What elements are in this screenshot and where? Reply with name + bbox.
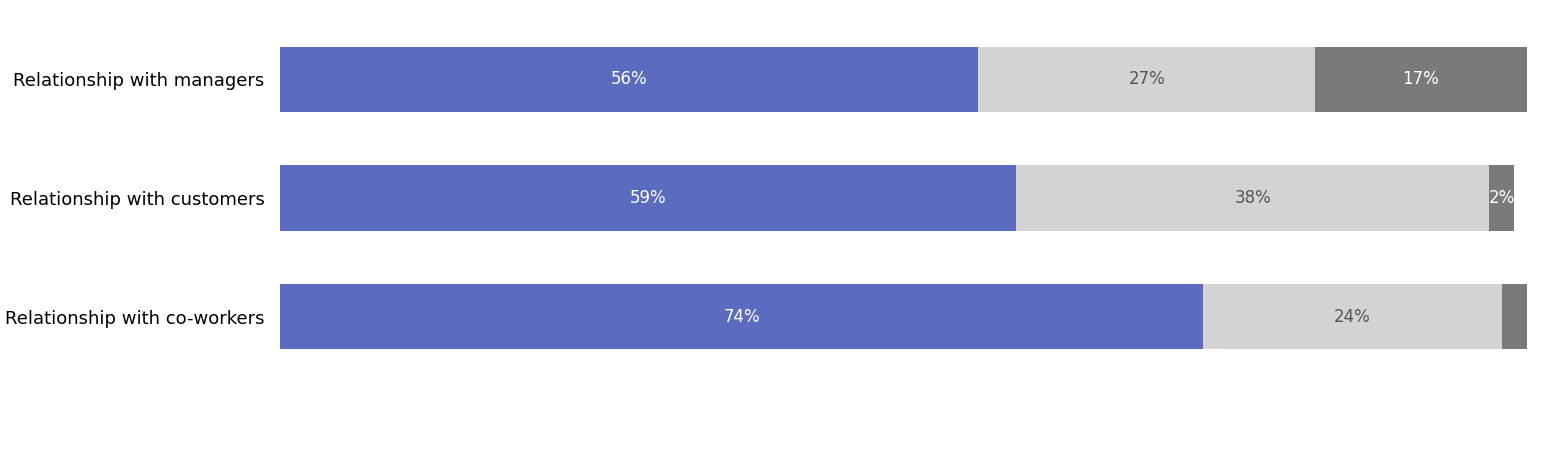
Bar: [280, 284, 1203, 350]
Text: 24%: 24%: [1334, 308, 1371, 326]
Text: 59%: 59%: [629, 189, 667, 207]
Text: 2%: 2%: [1489, 189, 1514, 207]
Text: 8%: 8%: [1539, 308, 1558, 326]
Text: 38%: 38%: [1234, 189, 1271, 207]
Bar: [978, 47, 1315, 112]
Bar: [280, 165, 1016, 231]
Text: 56%: 56%: [611, 70, 648, 88]
Bar: [1315, 47, 1527, 112]
Bar: [1203, 284, 1502, 350]
Bar: [280, 47, 978, 112]
Text: 27%: 27%: [1128, 70, 1165, 88]
Bar: [1489, 165, 1514, 231]
Bar: [1502, 284, 1558, 350]
Text: 17%: 17%: [1402, 70, 1440, 88]
Text: 74%: 74%: [723, 308, 760, 326]
Bar: [1016, 165, 1489, 231]
